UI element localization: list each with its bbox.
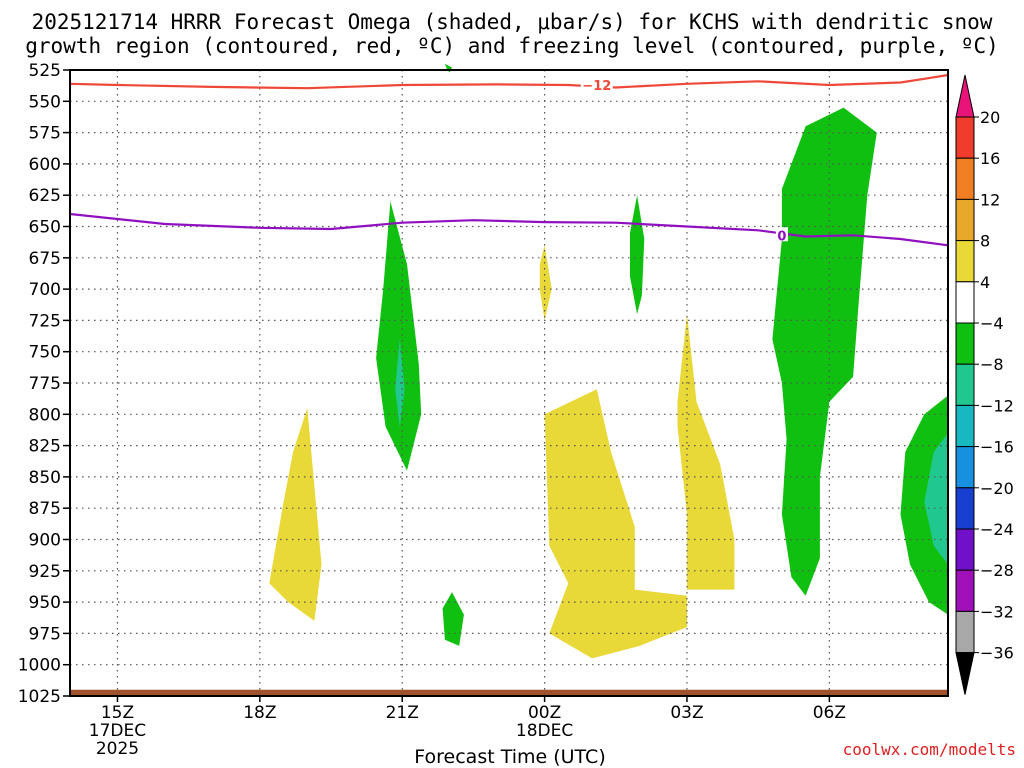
- y-tick-label: 625: [29, 186, 61, 206]
- colorbar-box: [955, 363, 975, 406]
- contour-line: [69, 212, 949, 247]
- contour-label-bg: [775, 227, 788, 242]
- colorbar-label: 12: [980, 190, 1000, 209]
- colorbar-label: −24: [980, 520, 1014, 539]
- omega-region: [924, 433, 948, 565]
- y-tick-label: 675: [29, 249, 61, 269]
- x-axis-label: Forecast Time (UTC): [414, 746, 605, 768]
- omega-region: [544, 389, 687, 659]
- y-tick-label: 800: [29, 405, 61, 425]
- colorbar-box: [955, 281, 975, 324]
- colorbar-box: [955, 446, 975, 489]
- y-tick-label: 750: [29, 343, 61, 363]
- watermark: coolwx.com/modelts: [843, 740, 1016, 759]
- contour-lines: −12 0: [69, 73, 949, 247]
- colorbar-label: −36: [980, 644, 1014, 663]
- y-tick-label: 1025: [18, 687, 61, 707]
- y-tick-label: 775: [29, 374, 61, 394]
- omega-shaded-regions: [269, 63, 948, 659]
- x-tick-label: 15Z: [101, 703, 134, 723]
- colorbar-box: [955, 610, 975, 654]
- colorbar-box: [955, 116, 975, 159]
- y-tick-label: 575: [29, 124, 61, 144]
- y-tick-label: 825: [29, 437, 61, 457]
- colorbar-label: −20: [980, 479, 1014, 498]
- colorbar-label: −12: [980, 396, 1014, 415]
- x-tick-date: 18DEC: [516, 721, 573, 741]
- y-tick-label: 950: [29, 593, 61, 613]
- x-tick-date: 17DEC: [89, 721, 146, 741]
- colorbar-label: −8: [980, 355, 1004, 374]
- y-tick-label: 550: [29, 92, 61, 112]
- colorbar-label: 16: [980, 149, 1000, 168]
- omega-region: [269, 408, 322, 621]
- colorbar-box: [955, 528, 975, 571]
- x-tick-year: 2025: [96, 739, 139, 759]
- y-tick-label: 650: [29, 218, 61, 238]
- y-tick-label: 600: [29, 155, 61, 175]
- y-tick-label: 525: [29, 61, 61, 81]
- colorbar-label: −4: [980, 314, 1004, 333]
- y-tick-label: 975: [29, 624, 61, 644]
- plot-area: −12 0 525 550 575 600 625 650 675 700 725 750 775 80…: [18, 61, 949, 759]
- x-tick-label: 00Z: [528, 703, 561, 723]
- y-axis-ticks: 525 550 575 600 625 650 675 700 725 750 775 800 825 8…: [18, 61, 70, 707]
- y-tick-label: 725: [29, 311, 61, 331]
- omega-region: [376, 201, 422, 471]
- contour-label: 0: [777, 229, 786, 244]
- colorbar-label: −32: [980, 602, 1014, 621]
- omega-region: [677, 314, 735, 590]
- omega-region: [442, 592, 464, 646]
- x-tick-label: 21Z: [386, 703, 419, 723]
- y-tick-label: 875: [29, 499, 61, 519]
- x-tick-label: 06Z: [813, 703, 846, 723]
- y-tick-label: 925: [29, 562, 61, 582]
- colorbar-label: −28: [980, 561, 1014, 580]
- colorbar: 20 16 12 8 4 −4 −8 −12 −16 −20 −24 −28 −32 −36: [955, 74, 1014, 695]
- omega-region: [395, 339, 405, 427]
- terrain-rect: [70, 689, 948, 696]
- colorbar-label: 8: [980, 232, 990, 251]
- y-tick-label: 1000: [18, 656, 61, 676]
- contour-label-bg: [580, 77, 613, 92]
- terrain-band: [70, 689, 948, 696]
- colorbar-top-arrow: [955, 74, 975, 118]
- omega-region: [772, 107, 877, 596]
- colorbar-label: 20: [980, 108, 1000, 127]
- colorbar-box: [955, 157, 975, 200]
- y-tick-label: 700: [29, 280, 61, 300]
- colorbar-label: −16: [980, 438, 1014, 457]
- y-tick-label: 850: [29, 468, 61, 488]
- omega-region: [539, 245, 552, 321]
- x-tick-label: 18Z: [243, 703, 276, 723]
- colorbar-box: [955, 487, 975, 530]
- chart-title-line1: 2025121714 HRRR Forecast Omega (shaded, …: [32, 10, 993, 34]
- colorbar-box: [955, 404, 975, 448]
- grid-lines: [70, 70, 948, 696]
- chart-title-line2: growth region (contoured, red, ºC) and f…: [25, 34, 999, 58]
- colorbar-box: [955, 198, 975, 242]
- colorbar-box: [955, 322, 975, 365]
- colorbar-box: [955, 569, 975, 612]
- contour-label: −12: [582, 79, 611, 94]
- y-tick-label: 900: [29, 531, 61, 551]
- colorbar-box: [955, 240, 975, 283]
- colorbar-label: 4: [980, 273, 990, 292]
- colorbar-bottom-arrow: [955, 652, 975, 695]
- x-tick-label: 03Z: [670, 703, 703, 723]
